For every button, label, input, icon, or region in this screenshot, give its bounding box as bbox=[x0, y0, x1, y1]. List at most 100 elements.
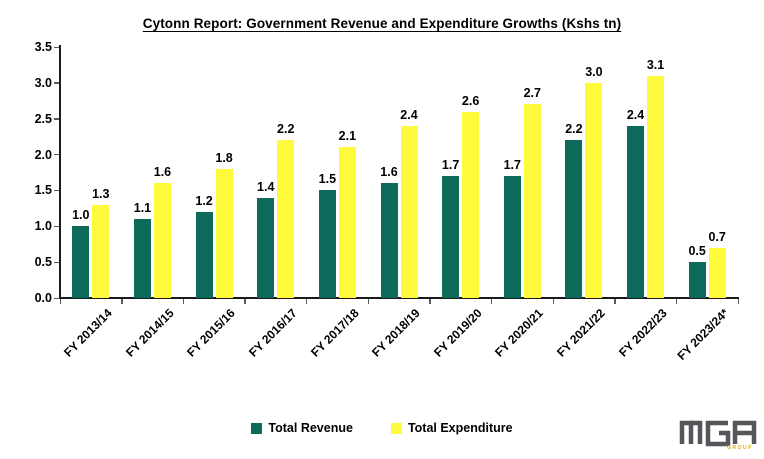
data-label: 3.1 bbox=[646, 57, 665, 72]
y-axis-line bbox=[59, 45, 61, 299]
data-label: 1.5 bbox=[318, 172, 337, 187]
chart-title: Cytonn Report: Government Revenue and Ex… bbox=[142, 16, 622, 31]
x-axis-tick bbox=[306, 299, 308, 304]
logo-letter-m-right bbox=[691, 420, 703, 444]
x-axis-tick bbox=[490, 299, 493, 304]
data-label: 1.6 bbox=[380, 165, 398, 180]
x-axis-tick bbox=[182, 299, 185, 304]
data-label: 1.4 bbox=[257, 179, 275, 194]
bar-total-expenditure bbox=[462, 111, 480, 298]
x-axis-label-text: FY 2022/23 bbox=[615, 306, 670, 360]
bar-total-expenditure bbox=[277, 140, 295, 298]
data-label: 3.0 bbox=[585, 64, 603, 79]
y-axis-tick bbox=[54, 118, 59, 120]
y-axis-tick bbox=[54, 154, 59, 156]
data-label: 2.4 bbox=[400, 107, 418, 122]
data-label: 2.6 bbox=[461, 93, 480, 108]
x-axis-tick bbox=[244, 299, 246, 304]
x-axis-tick bbox=[367, 299, 370, 304]
x-axis-label-text: FY 2015/16 bbox=[184, 306, 238, 360]
x-axis-label-text: FY 2020/21 bbox=[492, 306, 547, 360]
y-axis-label: 3.0 bbox=[34, 75, 52, 90]
x-axis-tick bbox=[121, 299, 123, 304]
data-label: 2.1 bbox=[338, 129, 357, 144]
x-axis-label-text: FY 2016/17 bbox=[245, 306, 300, 360]
x-axis-line bbox=[59, 297, 739, 299]
data-label: 1.2 bbox=[195, 193, 213, 208]
bar-total-revenue bbox=[72, 226, 90, 298]
legend-item-total-revenue: Total Revenue bbox=[251, 421, 353, 435]
y-axis-tick bbox=[54, 46, 59, 48]
x-axis-label-text: FY 2021/22 bbox=[554, 306, 608, 360]
bar-total-expenditure bbox=[647, 75, 665, 298]
legend-swatch-total-revenue bbox=[251, 422, 263, 434]
bar-total-revenue bbox=[565, 140, 583, 298]
y-axis-label: 0.5 bbox=[34, 255, 52, 270]
data-label: 1.7 bbox=[441, 158, 460, 173]
data-label: 2.7 bbox=[523, 86, 541, 101]
bar-total-revenue bbox=[442, 176, 460, 298]
legend-label-total-expenditure: Total Expenditure bbox=[407, 421, 513, 435]
bar-total-expenditure bbox=[153, 183, 171, 298]
x-axis-label-text: FY 2019/20 bbox=[430, 306, 485, 360]
legend-label-total-revenue: Total Revenue bbox=[268, 421, 353, 435]
bar-total-expenditure bbox=[523, 104, 541, 298]
bar-total-revenue bbox=[257, 197, 275, 298]
x-axis-label-text: FY 2023/24* bbox=[674, 306, 732, 363]
y-axis-label: 1.5 bbox=[34, 183, 52, 198]
x-axis-tick bbox=[614, 299, 616, 304]
bar-total-revenue bbox=[318, 190, 336, 298]
data-label: 0.5 bbox=[688, 244, 706, 259]
x-axis-label-text: FY 2017/18 bbox=[307, 306, 362, 360]
y-axis-tick bbox=[54, 82, 59, 84]
bar-total-revenue bbox=[503, 176, 521, 298]
x-axis-label-text: FY 2018/19 bbox=[369, 306, 423, 360]
y-axis-tick bbox=[54, 297, 59, 299]
bar-total-expenditure bbox=[215, 168, 233, 298]
legend-swatch-total-expenditure bbox=[390, 422, 402, 434]
legend: Total Revenue Total Expenditure bbox=[0, 421, 764, 435]
x-axis-tick bbox=[552, 299, 554, 304]
y-axis-tick bbox=[54, 225, 59, 228]
logo-group-text: GROUP bbox=[727, 445, 753, 451]
x-axis-label-text: FY 2013/14 bbox=[61, 306, 115, 360]
bar-total-revenue bbox=[688, 262, 706, 298]
x-axis-label-text: FY 2014/15 bbox=[122, 306, 177, 360]
x-axis-tick bbox=[429, 299, 431, 304]
bar-total-expenditure bbox=[400, 125, 418, 298]
bar-total-revenue bbox=[195, 211, 213, 298]
logo-letter-g bbox=[705, 420, 731, 447]
y-axis-label: 1.0 bbox=[34, 219, 52, 234]
x-axis-tick bbox=[59, 299, 61, 304]
bar-total-expenditure bbox=[585, 82, 603, 298]
bar-total-expenditure bbox=[708, 247, 726, 298]
bar-total-revenue bbox=[627, 125, 645, 298]
legend-item-total-expenditure: Total Expenditure bbox=[390, 421, 513, 435]
x-axis-tick bbox=[675, 299, 678, 304]
data-label: 1.1 bbox=[133, 201, 152, 216]
bar-total-expenditure bbox=[92, 204, 110, 298]
bar-total-revenue bbox=[133, 219, 151, 298]
data-label: 1.7 bbox=[503, 158, 521, 173]
mga-group-logo: GROUP bbox=[678, 415, 760, 455]
y-axis-tick bbox=[54, 189, 59, 192]
data-label: 1.3 bbox=[92, 186, 110, 201]
data-label: 1.0 bbox=[72, 208, 90, 223]
mga-logo-letters bbox=[679, 420, 757, 447]
data-label: 2.4 bbox=[626, 107, 645, 122]
data-label: 1.6 bbox=[153, 165, 172, 180]
y-axis-label: 0.0 bbox=[34, 291, 52, 305]
y-axis-label: 2.5 bbox=[34, 111, 52, 126]
bar-total-expenditure bbox=[338, 147, 356, 298]
y-axis-label: 3.5 bbox=[34, 40, 52, 54]
y-axis-label: 2.0 bbox=[34, 147, 52, 162]
data-label: 1.8 bbox=[215, 150, 233, 165]
data-label: 0.7 bbox=[708, 229, 726, 244]
bar-total-revenue bbox=[380, 183, 398, 298]
y-axis-tick bbox=[54, 261, 59, 264]
logo-letter-m-left bbox=[679, 420, 694, 444]
data-label: 2.2 bbox=[565, 122, 583, 137]
data-label: 2.2 bbox=[277, 122, 295, 137]
